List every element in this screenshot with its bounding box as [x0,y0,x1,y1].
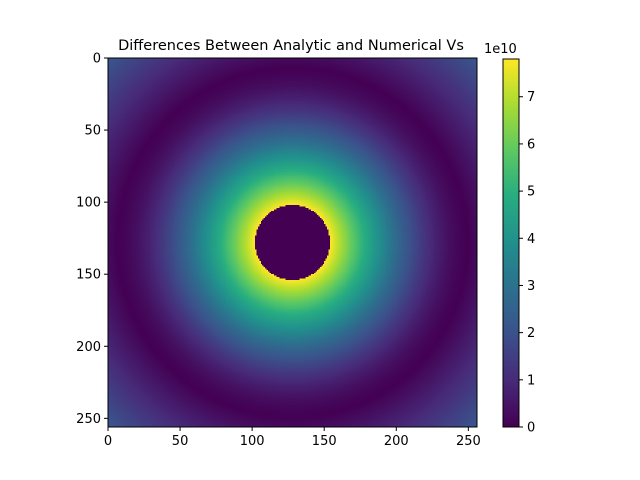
colorbar-tick-label: 7 [527,90,535,105]
x-tick-label: 0 [104,434,112,449]
y-tick-label: 50 [84,124,101,139]
colorbar-tick-label: 2 [527,326,535,341]
colorbar-wrap [503,59,519,427]
x-tick-label: 100 [240,434,265,449]
y-tick-label: 100 [76,196,101,211]
heatmap-image-wrap [108,58,477,427]
y-tick-label: 250 [76,412,101,427]
y-tick-label: 0 [93,52,101,67]
colorbar-gradient [503,59,519,427]
y-axis: 0 50 100 150 200 250 [76,52,108,427]
colorbar-multiplier: 1e10 [484,42,517,57]
colorbar-axis: 0 1 2 3 4 5 6 7 [519,90,535,436]
colorbar-tick-label: 6 [527,137,535,152]
colorbar-frame [502,58,520,428]
colorbar-tick-label: 3 [527,279,535,294]
colorbar-tick-label: 1 [527,373,535,388]
x-axis: 0 50 100 150 200 250 [104,427,481,449]
y-tick-label: 200 [76,340,101,355]
x-tick-label: 50 [172,434,189,449]
x-tick-label: 150 [312,434,337,449]
plot-frame [107,57,478,428]
colorbar-tick-label: 0 [527,421,535,436]
x-tick-label: 250 [456,434,481,449]
y-tick-label: 150 [76,268,101,283]
x-tick-label: 200 [384,434,409,449]
chart-title: Differences Between Analytic and Numeric… [118,38,464,54]
colorbar-tick-label: 4 [527,232,535,247]
colorbar-tick-label: 5 [527,185,535,200]
heatmap-image [108,58,477,427]
